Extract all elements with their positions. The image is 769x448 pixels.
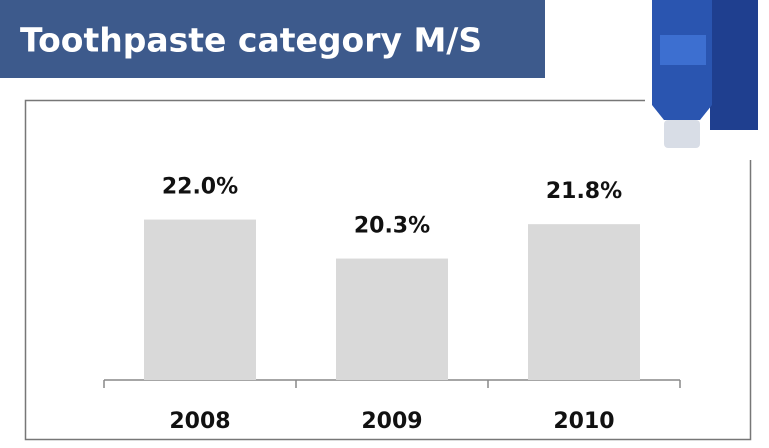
x-tick-label: 2008	[169, 409, 230, 434]
bar	[144, 219, 256, 380]
x-tick-label: 2009	[361, 409, 422, 434]
data-label: 20.3%	[354, 214, 430, 239]
product-box	[710, 0, 758, 130]
title-banner	[0, 0, 545, 78]
bar	[528, 224, 640, 380]
data-label: 22.0%	[162, 175, 238, 200]
x-tick-label: 2010	[553, 409, 614, 434]
tube-cap	[664, 120, 700, 148]
product-image	[645, 0, 769, 160]
tube-label	[660, 35, 706, 65]
bar	[336, 258, 448, 380]
chart-title: Toothpaste category M/S	[20, 21, 482, 60]
plot-frame	[24, 99, 752, 441]
data-label: 21.8%	[546, 179, 622, 204]
